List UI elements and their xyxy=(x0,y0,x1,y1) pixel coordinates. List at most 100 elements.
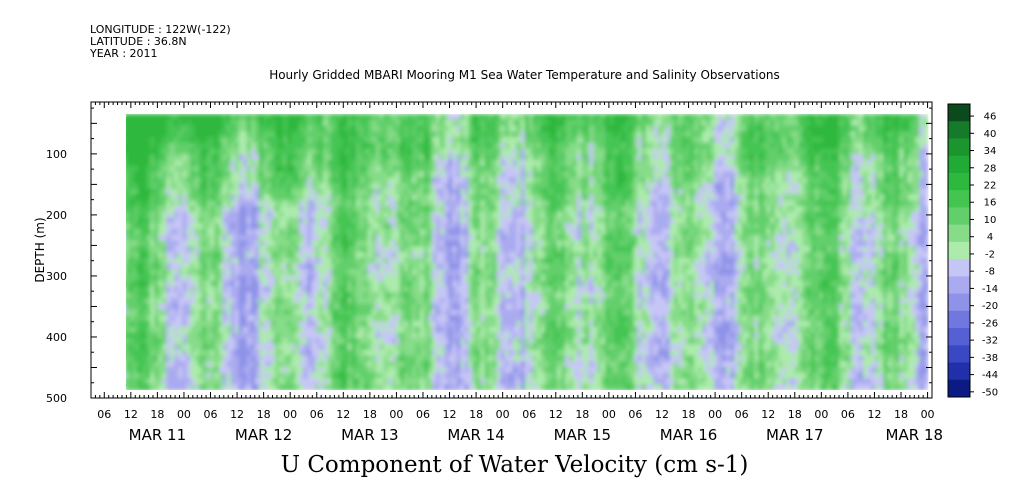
field-cell xyxy=(182,275,188,282)
field-cell xyxy=(355,160,361,167)
field-cell xyxy=(242,194,248,202)
field-cell xyxy=(335,119,341,127)
field-cell xyxy=(194,177,200,184)
field-cell xyxy=(399,372,405,380)
field-cell xyxy=(158,183,164,190)
field-cell xyxy=(351,344,357,351)
field-cell xyxy=(198,344,204,351)
field-cell xyxy=(226,217,232,225)
field-cell xyxy=(504,326,510,334)
field-cell xyxy=(162,303,168,311)
field-cell xyxy=(234,263,240,271)
field-cell xyxy=(403,263,409,271)
field-cell xyxy=(202,188,208,196)
field-cell xyxy=(492,154,498,161)
field-cell xyxy=(126,321,131,328)
field-cell xyxy=(492,246,498,253)
field-cell xyxy=(351,367,357,374)
field-cell xyxy=(363,263,369,271)
field-cell xyxy=(532,125,538,133)
field-cell xyxy=(488,367,494,374)
field-cell xyxy=(520,326,526,334)
field-cell xyxy=(315,286,321,294)
field-cell xyxy=(162,372,168,380)
field-cell xyxy=(403,303,409,311)
field-cell xyxy=(387,142,393,150)
field-cell xyxy=(190,234,196,242)
field-cell xyxy=(476,263,482,271)
field-cell xyxy=(218,367,224,374)
field-cell xyxy=(387,315,393,322)
field-cell xyxy=(158,252,164,259)
field-cell xyxy=(472,131,478,138)
field-cell xyxy=(468,217,474,225)
field-cell xyxy=(335,309,341,317)
field-cell xyxy=(275,292,280,299)
field-cell xyxy=(150,200,156,207)
field-cell xyxy=(266,171,272,179)
field-cell xyxy=(138,280,143,288)
field-cell xyxy=(371,338,377,345)
field-cell xyxy=(327,137,333,144)
field-cell xyxy=(524,234,530,242)
field-cell xyxy=(532,344,538,351)
field-cell xyxy=(367,269,373,276)
field-cell xyxy=(154,211,160,219)
field-cell xyxy=(174,326,180,334)
field-cell xyxy=(468,131,474,138)
field-cell xyxy=(504,177,510,184)
field-cell xyxy=(468,309,474,317)
field-cell xyxy=(383,367,389,374)
field-cell xyxy=(484,240,490,248)
field-cell xyxy=(524,372,530,380)
field-cell xyxy=(468,119,474,127)
field-cell xyxy=(383,286,389,294)
field-cell xyxy=(218,206,224,213)
field-cell xyxy=(528,223,534,230)
field-cell xyxy=(258,252,264,259)
field-cell xyxy=(504,315,510,322)
field-cell xyxy=(178,367,184,374)
field-cell xyxy=(271,114,276,121)
field-cell xyxy=(363,206,369,213)
field-cell xyxy=(150,361,156,368)
field-cell xyxy=(126,355,131,363)
field-cell xyxy=(383,372,389,380)
field-cell xyxy=(319,326,325,334)
field-cell xyxy=(420,194,425,202)
field-cell xyxy=(496,332,502,340)
field-cell xyxy=(331,148,337,156)
field-cell xyxy=(295,252,301,259)
field-cell xyxy=(146,367,151,374)
field-cell xyxy=(174,183,180,190)
field-cell xyxy=(190,206,196,213)
field-cell xyxy=(271,263,276,271)
field-cell xyxy=(528,349,534,357)
field-cell xyxy=(343,183,349,190)
field-cell xyxy=(395,292,401,299)
field-cell xyxy=(412,148,417,156)
field-cell xyxy=(142,119,147,127)
field-cell xyxy=(271,223,276,230)
field-cell xyxy=(287,223,292,230)
field-cell xyxy=(134,211,139,219)
field-cell xyxy=(383,280,389,288)
field-cell xyxy=(420,246,425,253)
field-cell xyxy=(524,263,530,271)
field-cell xyxy=(214,119,220,127)
field-cell xyxy=(250,148,256,156)
field-cell xyxy=(262,309,268,317)
field-cell xyxy=(319,315,325,322)
field-cell xyxy=(516,177,522,184)
field-cell xyxy=(456,361,462,368)
field-cell xyxy=(266,303,272,311)
field-cell xyxy=(279,384,284,390)
field-cell xyxy=(472,344,478,351)
field-cell xyxy=(375,137,381,144)
field-cell xyxy=(476,303,482,311)
field-cell xyxy=(198,171,204,179)
field-cell xyxy=(536,309,542,317)
field-cell xyxy=(428,344,433,351)
field-cell xyxy=(407,154,413,161)
field-cell xyxy=(254,142,260,150)
